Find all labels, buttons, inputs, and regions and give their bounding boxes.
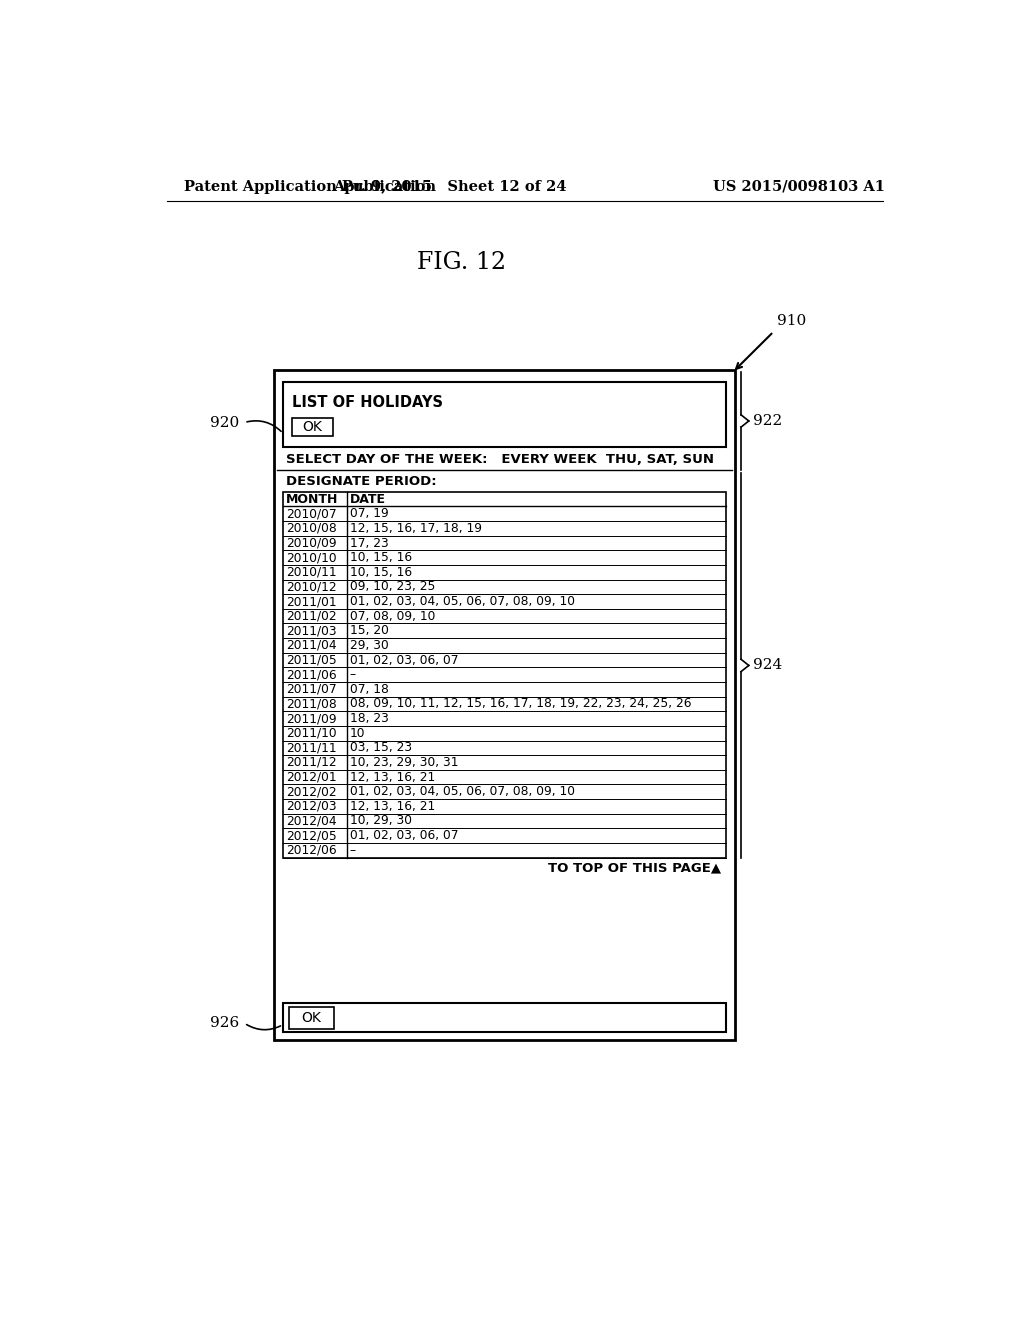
Text: FIG. 12: FIG. 12 [417, 251, 506, 273]
Text: –: – [349, 843, 355, 857]
Bar [289, 1007, 334, 1028]
Text: 01, 02, 03, 04, 05, 06, 07, 08, 09, 10: 01, 02, 03, 04, 05, 06, 07, 08, 09, 10 [349, 595, 574, 609]
Text: 2010/07: 2010/07 [286, 507, 337, 520]
Text: 926: 926 [210, 1016, 239, 1030]
Text: MONTH: MONTH [286, 492, 339, 506]
Text: 07, 18: 07, 18 [349, 682, 388, 696]
Text: 2011/11: 2011/11 [286, 742, 337, 754]
Bar [283, 381, 726, 447]
Text: 922: 922 [753, 414, 782, 428]
Text: 2012/04: 2012/04 [286, 814, 337, 828]
Text: 2011/04: 2011/04 [286, 639, 337, 652]
Bar [273, 370, 735, 1040]
Text: 2010/12: 2010/12 [286, 581, 337, 594]
Text: 07, 19: 07, 19 [349, 507, 388, 520]
Text: 920: 920 [210, 416, 239, 429]
Text: DATE: DATE [349, 492, 386, 506]
Text: 17, 23: 17, 23 [349, 536, 388, 549]
Text: DESIGNATE PERIOD:: DESIGNATE PERIOD: [286, 474, 436, 487]
Text: 910: 910 [777, 314, 807, 327]
Bar [283, 1003, 726, 1032]
Text: 2012/02: 2012/02 [286, 785, 337, 799]
Text: 07, 08, 09, 10: 07, 08, 09, 10 [349, 610, 435, 623]
Text: 2011/08: 2011/08 [286, 697, 337, 710]
Text: 10: 10 [349, 727, 366, 739]
Text: 15, 20: 15, 20 [349, 624, 388, 638]
Text: 2010/11: 2010/11 [286, 566, 337, 578]
Text: 09, 10, 23, 25: 09, 10, 23, 25 [349, 581, 435, 594]
Text: US 2015/0098103 A1: US 2015/0098103 A1 [713, 180, 885, 194]
Text: 2010/09: 2010/09 [286, 536, 337, 549]
Text: 2011/02: 2011/02 [286, 610, 337, 623]
Text: 2011/07: 2011/07 [286, 682, 337, 696]
Text: 2011/12: 2011/12 [286, 756, 337, 770]
Text: 12, 13, 16, 21: 12, 13, 16, 21 [349, 771, 435, 784]
Bar [283, 492, 726, 858]
Text: SELECT DAY OF THE WEEK:   EVERY WEEK  THU, SAT, SUN: SELECT DAY OF THE WEEK: EVERY WEEK THU, … [286, 453, 714, 466]
Text: 01, 02, 03, 04, 05, 06, 07, 08, 09, 10: 01, 02, 03, 04, 05, 06, 07, 08, 09, 10 [349, 785, 574, 799]
Text: 2012/01: 2012/01 [286, 771, 337, 784]
Text: 2010/08: 2010/08 [286, 521, 337, 535]
Text: 10, 29, 30: 10, 29, 30 [349, 814, 412, 828]
Text: 12, 15, 16, 17, 18, 19: 12, 15, 16, 17, 18, 19 [349, 521, 481, 535]
Text: LIST OF HOLIDAYS: LIST OF HOLIDAYS [292, 395, 443, 411]
Text: 2012/06: 2012/06 [286, 843, 337, 857]
Bar [292, 418, 333, 437]
Text: 2012/03: 2012/03 [286, 800, 337, 813]
Text: 10, 15, 16: 10, 15, 16 [349, 552, 412, 564]
Text: 03, 15, 23: 03, 15, 23 [349, 742, 412, 754]
Text: 29, 30: 29, 30 [349, 639, 388, 652]
Text: 01, 02, 03, 06, 07: 01, 02, 03, 06, 07 [349, 653, 458, 667]
Text: 12, 13, 16, 21: 12, 13, 16, 21 [349, 800, 435, 813]
Text: 2011/09: 2011/09 [286, 711, 337, 725]
Text: 2011/01: 2011/01 [286, 595, 337, 609]
Text: Patent Application Publication: Patent Application Publication [183, 180, 436, 194]
Text: Apr. 9, 2015   Sheet 12 of 24: Apr. 9, 2015 Sheet 12 of 24 [333, 180, 566, 194]
Text: 18, 23: 18, 23 [349, 711, 388, 725]
Text: 2011/03: 2011/03 [286, 624, 337, 638]
Text: OK: OK [302, 420, 323, 434]
Text: TO TOP OF THIS PAGE▲: TO TOP OF THIS PAGE▲ [548, 861, 721, 874]
Text: 2011/06: 2011/06 [286, 668, 337, 681]
Text: 2012/05: 2012/05 [286, 829, 337, 842]
Text: 2011/10: 2011/10 [286, 727, 337, 739]
Text: 2011/05: 2011/05 [286, 653, 337, 667]
Text: –: – [349, 668, 355, 681]
Text: 01, 02, 03, 06, 07: 01, 02, 03, 06, 07 [349, 829, 458, 842]
Text: 924: 924 [753, 659, 782, 672]
Text: 08, 09, 10, 11, 12, 15, 16, 17, 18, 19, 22, 23, 24, 25, 26: 08, 09, 10, 11, 12, 15, 16, 17, 18, 19, … [349, 697, 691, 710]
Text: 10, 15, 16: 10, 15, 16 [349, 566, 412, 578]
Text: 2010/10: 2010/10 [286, 552, 337, 564]
Text: 10, 23, 29, 30, 31: 10, 23, 29, 30, 31 [349, 756, 458, 770]
Text: OK: OK [302, 1011, 322, 1024]
